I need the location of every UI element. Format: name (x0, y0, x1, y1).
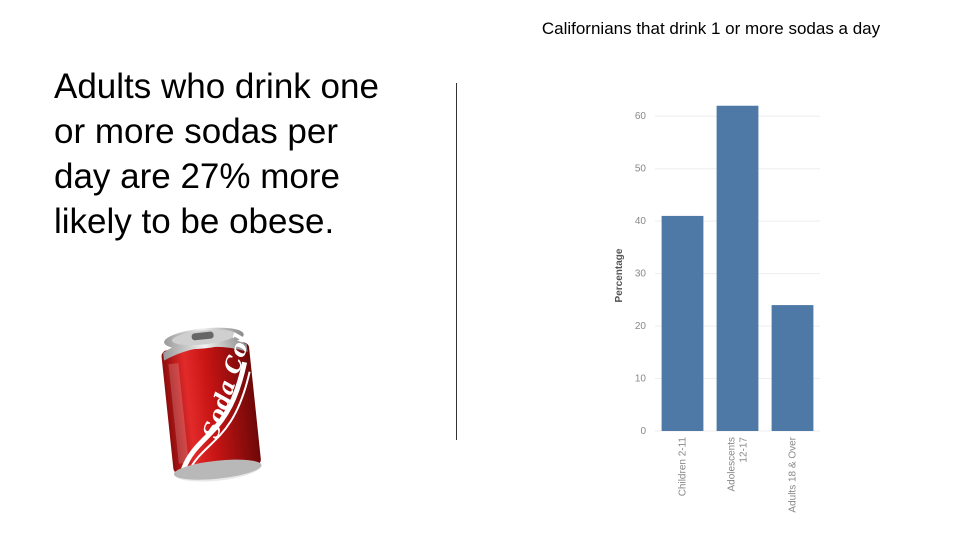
xtick-layer: Children 2-11 Adolescents12-17 Adults 18 &… (678, 436, 799, 512)
soda-can-image: Soda Cola (155, 317, 267, 497)
ytick-layer: 0 10 20 30 40 50 60 (635, 111, 647, 437)
y-tick-label: 0 (640, 426, 646, 437)
headline-text: Adults who drink one or more sodas per d… (54, 67, 379, 241)
y-tick-label: 10 (635, 374, 647, 385)
bar-chart: 0 10 20 30 40 50 60 Children 2-11 Adolescents12… (600, 80, 840, 535)
x-tick-label: Adults 18 & Over (788, 436, 799, 512)
y-tick-label: 30 (635, 269, 647, 280)
vertical-divider (456, 83, 457, 440)
bar-chart-svg: 0 10 20 30 40 50 60 Children 2-11 Adolescents12… (614, 105, 820, 513)
bar (771, 305, 814, 431)
x-tick-label: Children 2-11 (678, 437, 689, 497)
bar (661, 215, 704, 431)
y-tick-label: 50 (635, 164, 647, 175)
bar (716, 105, 759, 431)
chart-title: Californians that drink 1 or more sodas … (541, 19, 881, 38)
bar-layer (661, 105, 814, 431)
soda-can-icon: Soda Cola (161, 317, 262, 482)
y-tick-label: 60 (635, 111, 647, 122)
y-tick-label: 20 (635, 321, 647, 332)
x-tick-label: Adolescents12-17 (727, 437, 750, 492)
y-tick-label: 40 (635, 216, 647, 227)
y-axis-label: Percentage (614, 248, 625, 302)
